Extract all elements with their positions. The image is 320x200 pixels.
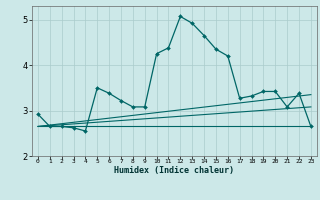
X-axis label: Humidex (Indice chaleur): Humidex (Indice chaleur) (115, 166, 234, 175)
